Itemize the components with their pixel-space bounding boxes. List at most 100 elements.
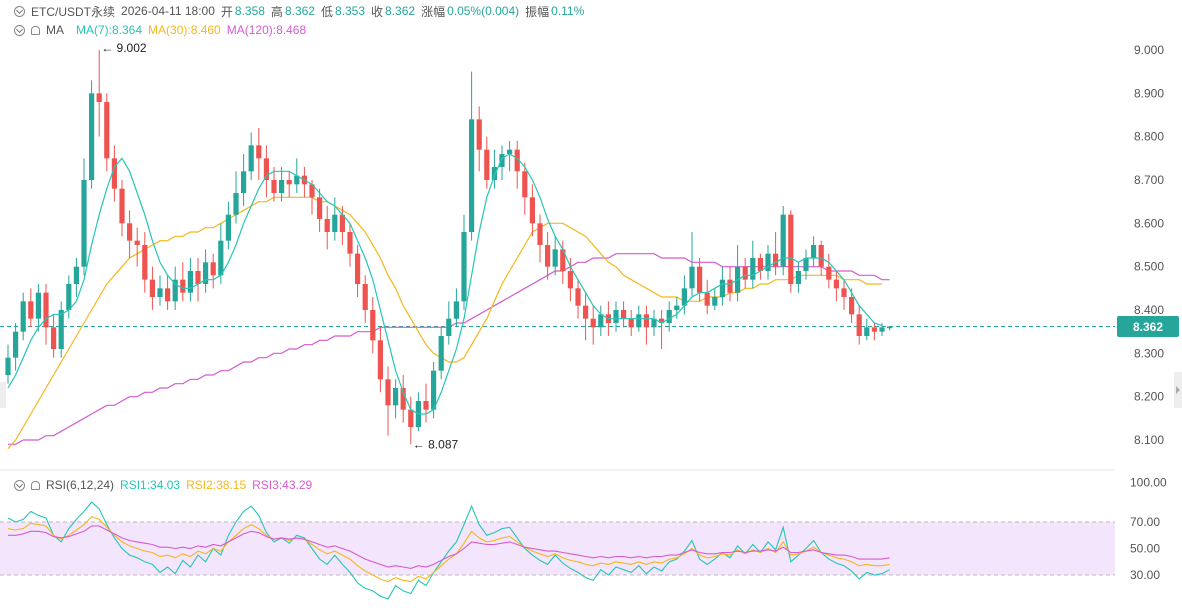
high-label: 高 xyxy=(270,4,283,19)
price-axis: 9.000 8.900 8.800 8.700 8.600 8.500 8.400 8.300… xyxy=(1134,43,1164,447)
rsi-overbought-oversold-band xyxy=(0,522,1115,575)
candle-body xyxy=(172,279,178,302)
candle-body xyxy=(73,266,79,284)
candle xyxy=(841,279,847,310)
candle-body xyxy=(393,388,399,406)
candle xyxy=(241,154,247,206)
candle-body xyxy=(552,249,558,267)
candle xyxy=(263,145,269,198)
collapse-chevron-icon[interactable] xyxy=(14,24,25,36)
candles-layer xyxy=(5,50,893,445)
candle xyxy=(317,188,323,232)
candle xyxy=(301,167,307,198)
min-price-annotation: ← 8.087 xyxy=(413,437,459,451)
candle xyxy=(545,232,551,280)
candle xyxy=(13,323,19,371)
candle xyxy=(590,305,596,345)
close-label: 收 xyxy=(371,4,384,19)
candle-body xyxy=(788,214,794,284)
candle-body xyxy=(833,279,839,289)
candle xyxy=(362,275,368,323)
price-tick-label: 8.900 xyxy=(1134,86,1164,100)
candle-body xyxy=(89,93,95,180)
candle xyxy=(393,379,399,419)
candle-body xyxy=(324,219,330,232)
close-value: 8.362 xyxy=(385,4,416,18)
candle xyxy=(803,249,809,280)
rsi-tick-label: 70.00 xyxy=(1130,515,1160,529)
price-tick-label: 9.000 xyxy=(1134,43,1164,57)
candle-body xyxy=(529,197,535,224)
price-tick-label: 8.100 xyxy=(1134,433,1164,447)
candle-body xyxy=(712,297,718,306)
candle-body xyxy=(271,180,277,193)
candle-body xyxy=(719,279,725,297)
candle xyxy=(210,253,216,289)
candle xyxy=(499,145,505,180)
candle xyxy=(89,80,95,189)
open-value: 8.358 xyxy=(234,4,265,18)
candle xyxy=(111,145,117,202)
alert-bell-icon[interactable] xyxy=(31,480,40,490)
candle-body xyxy=(545,245,551,267)
price-tick-label: 8.600 xyxy=(1134,216,1164,230)
candle-body xyxy=(294,175,300,185)
candle xyxy=(408,396,414,445)
candle xyxy=(134,227,140,267)
candle xyxy=(119,180,125,237)
candle-body xyxy=(773,253,779,267)
candle-body xyxy=(104,102,110,159)
candle-body xyxy=(165,288,171,302)
candle xyxy=(58,301,64,358)
candle xyxy=(400,375,406,423)
candle-body xyxy=(491,167,497,180)
candle-body xyxy=(598,314,604,328)
rsi-legend: RSI(6,12,24) RSI1:34.03 RSI2:38.15 RSI3:… xyxy=(0,475,318,495)
candle-body xyxy=(195,271,201,284)
candle xyxy=(35,284,41,332)
candle-body xyxy=(142,245,148,280)
scroll-right-arrow-icon[interactable] xyxy=(1174,372,1182,408)
candle-body xyxy=(659,318,665,323)
extremes-annotations: ← 9.002 ← 8.087 xyxy=(101,41,458,451)
ma-legend: MA MA(7):8.364 MA(30):8.460 MA(120):8.46… xyxy=(0,20,312,40)
collapse-chevron-icon[interactable] xyxy=(14,479,25,491)
candle xyxy=(833,271,839,302)
price-tick-label: 8.800 xyxy=(1134,130,1164,144)
candle xyxy=(453,288,459,328)
rsi-line-rsi3 xyxy=(8,525,890,569)
max-price-annotation: ← 9.002 xyxy=(101,41,147,55)
candle-body xyxy=(689,266,695,289)
candle-body xyxy=(704,292,710,306)
candle-body xyxy=(636,314,642,328)
collapse-chevron-icon[interactable] xyxy=(14,5,25,17)
candle-body xyxy=(818,245,824,267)
candle-body xyxy=(263,158,269,180)
rsi2-legend: RSI2:38.15 xyxy=(186,478,247,492)
candle-body xyxy=(431,370,437,410)
candle-body xyxy=(51,327,57,349)
candle-body xyxy=(765,253,771,271)
candle-body xyxy=(757,258,763,271)
ma7-legend: MA(7):8.364 xyxy=(76,23,143,37)
candle-body xyxy=(438,336,444,371)
candle-body xyxy=(20,301,26,332)
candle xyxy=(256,128,262,180)
candle xyxy=(332,197,338,241)
candle xyxy=(643,305,649,345)
candle-body xyxy=(81,180,87,267)
rsi-label: RSI(6,12,24) xyxy=(46,478,115,492)
candle xyxy=(347,223,353,267)
candle-body xyxy=(35,292,41,319)
rsi-layer xyxy=(7,501,890,600)
scroll-left-handle[interactable] xyxy=(0,382,6,408)
candle xyxy=(104,93,110,172)
candle-body xyxy=(469,119,475,232)
candle-body xyxy=(111,158,117,189)
candle-body xyxy=(780,214,786,267)
candle-body xyxy=(66,284,72,310)
candle-body xyxy=(750,258,756,280)
alert-bell-icon[interactable] xyxy=(31,25,40,35)
candle-body xyxy=(453,301,459,319)
